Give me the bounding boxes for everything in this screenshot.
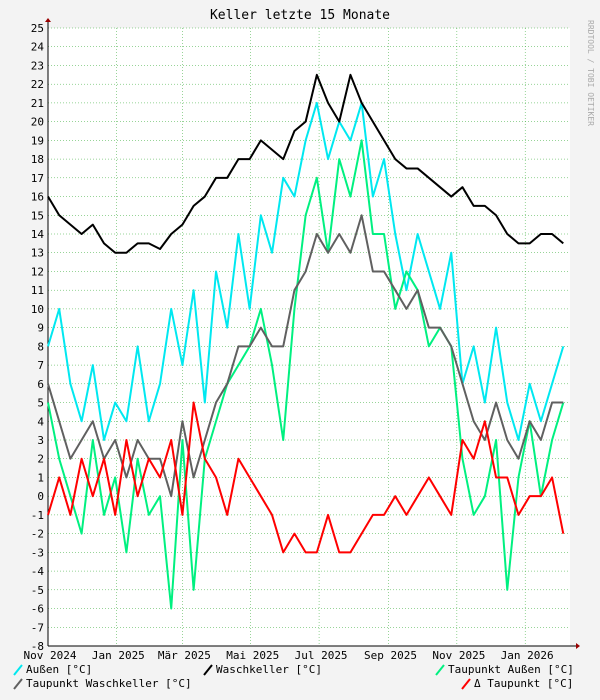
y-tick-label: 2 [37, 453, 44, 466]
y-tick-label: 20 [31, 116, 44, 129]
y-tick-label: -6 [31, 603, 44, 616]
x-tick-label: Nov 2024 [24, 649, 77, 662]
y-tick-label: 10 [31, 303, 44, 316]
y-tick-label: 4 [37, 415, 44, 428]
y-tick-label: 15 [31, 209, 44, 222]
x-tick-label: Mai 2025 [226, 649, 279, 662]
legend-swatch [203, 664, 213, 676]
y-tick-label: 7 [37, 359, 44, 372]
y-tick-label: -1 [31, 509, 44, 522]
watermark: RRDTOOL / TOBI OETIKER [586, 20, 595, 126]
y-tick-label: 1 [37, 471, 44, 484]
legend-label: Außen [°C] [26, 663, 92, 676]
y-tick-label: 13 [31, 247, 44, 260]
legend-swatch [13, 678, 23, 690]
y-tick-label: 3 [37, 434, 44, 447]
chart-title: Keller letzte 15 Monate [210, 8, 390, 23]
y-tick-label: 24 [31, 41, 45, 54]
axis-arrow [576, 643, 580, 649]
x-tick-label: Jul 2025 [295, 649, 348, 662]
legend-label: Taupunkt Außen [°C] [448, 663, 574, 676]
y-tick-label: 21 [31, 97, 44, 110]
series-line [47, 101, 565, 441]
y-tick-label: 18 [31, 153, 44, 166]
y-tick-label: 5 [37, 397, 44, 410]
legend-swatch [461, 678, 471, 690]
y-tick-label: 16 [31, 191, 44, 204]
y-tick-label: 23 [31, 59, 44, 72]
y-tick-label: 14 [31, 228, 45, 241]
legend-swatch [13, 664, 23, 676]
y-tick-label: -8 [31, 640, 44, 653]
legend-swatch [435, 664, 445, 676]
x-tick-label: Jan 2026 [501, 649, 554, 662]
x-tick-label: Nov 2025 [432, 649, 485, 662]
y-tick-label: -7 [31, 621, 44, 634]
y-tick-label: 0 [37, 490, 44, 503]
y-tick-label: -2 [31, 528, 44, 541]
y-tick-label: 8 [37, 340, 44, 353]
y-tick-label: 25 [31, 22, 44, 35]
legend-label: Δ Taupunkt [°C] [474, 677, 573, 690]
y-tick-label: -5 [31, 584, 44, 597]
series-line [47, 139, 565, 610]
x-tick-label: Sep 2025 [364, 649, 417, 662]
y-tick-label: 11 [31, 284, 44, 297]
legend-label: Taupunkt Waschkeller [°C] [26, 677, 192, 690]
series-line [47, 401, 565, 554]
x-tick-label: Jan 2025 [92, 649, 145, 662]
y-tick-label: -4 [31, 565, 45, 578]
y-tick-label: 12 [31, 265, 44, 278]
legend-label: Waschkeller [°C] [216, 663, 322, 676]
y-tick-label: 22 [31, 78, 44, 91]
axis-arrow [45, 18, 51, 22]
x-tick-label: Mär 2025 [158, 649, 211, 662]
y-tick-label: -3 [31, 546, 44, 559]
series-line [47, 73, 564, 254]
y-tick-label: 9 [37, 322, 44, 335]
y-tick-label: 17 [31, 172, 44, 185]
series-line [47, 214, 564, 498]
y-tick-label: 6 [37, 378, 44, 391]
y-tick-label: 19 [31, 134, 44, 147]
